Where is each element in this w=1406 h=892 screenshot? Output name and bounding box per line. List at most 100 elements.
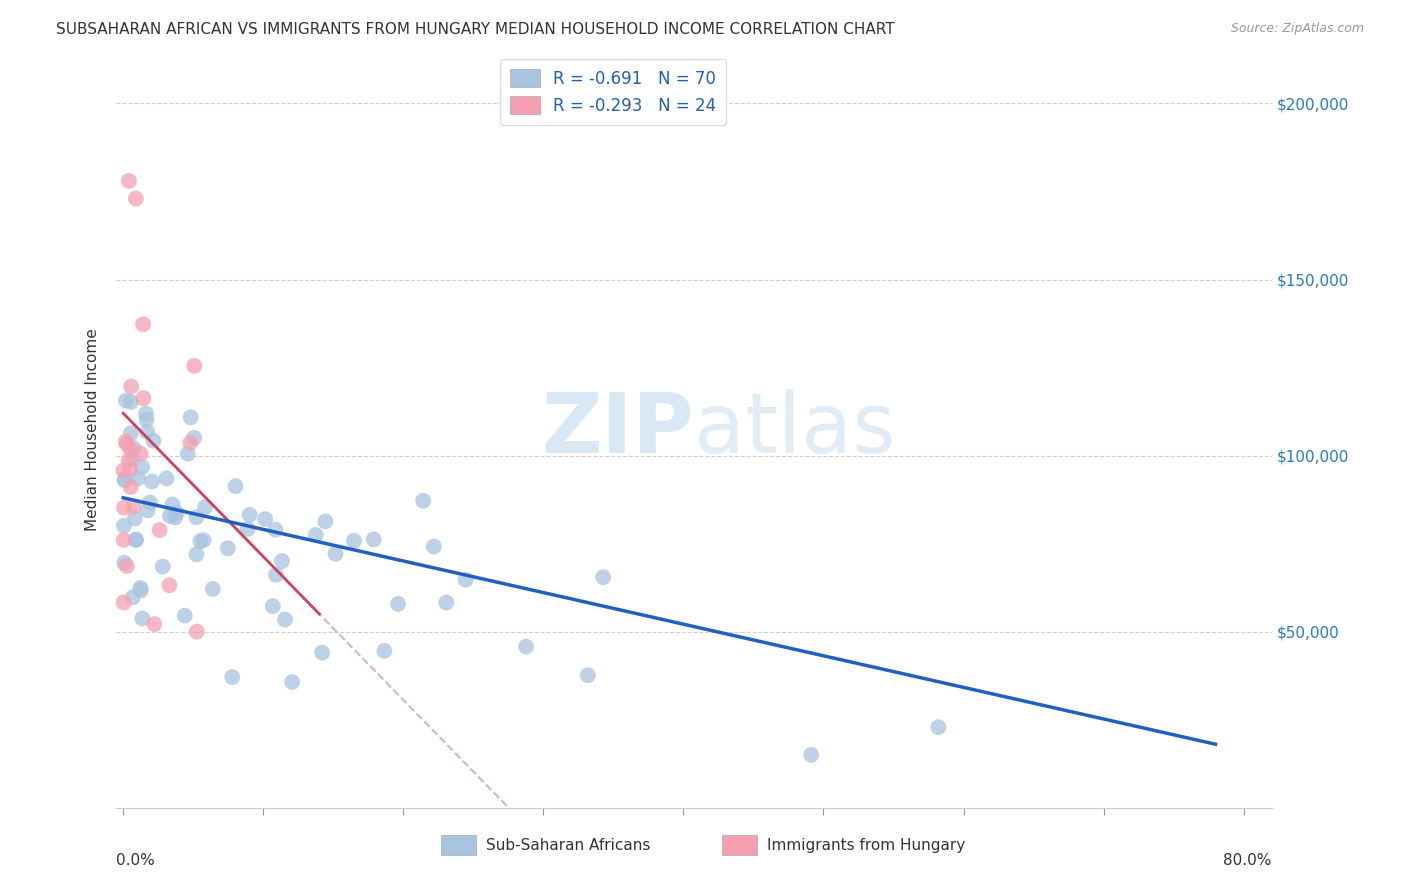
Point bbox=[114, 473, 136, 487]
Point bbox=[120, 480, 142, 494]
Point bbox=[454, 573, 477, 587]
Text: ZIP: ZIP bbox=[541, 389, 695, 470]
Point bbox=[576, 668, 599, 682]
Point bbox=[157, 578, 180, 592]
Point bbox=[122, 441, 145, 455]
Point bbox=[515, 640, 537, 654]
Point bbox=[135, 407, 157, 421]
Point bbox=[281, 675, 304, 690]
Point bbox=[121, 591, 143, 605]
Point bbox=[125, 533, 148, 547]
Text: 0.0%: 0.0% bbox=[117, 853, 155, 868]
Point bbox=[239, 508, 262, 522]
Point bbox=[135, 425, 157, 439]
Point bbox=[118, 174, 141, 188]
Point bbox=[152, 559, 174, 574]
Text: atlas: atlas bbox=[695, 389, 896, 470]
Legend: R = -0.691   N = 70, R = -0.293   N = 24: R = -0.691 N = 70, R = -0.293 N = 24 bbox=[499, 59, 727, 125]
Point bbox=[186, 624, 208, 639]
Point bbox=[115, 393, 138, 408]
Text: Sub-Saharan Africans: Sub-Saharan Africans bbox=[486, 838, 650, 853]
Point bbox=[136, 503, 159, 517]
Point bbox=[186, 510, 208, 524]
Point bbox=[122, 500, 145, 514]
Point bbox=[120, 395, 142, 409]
Point bbox=[120, 426, 142, 441]
Point bbox=[112, 595, 135, 609]
Text: Source: ZipAtlas.com: Source: ZipAtlas.com bbox=[1230, 22, 1364, 36]
Point bbox=[121, 451, 143, 466]
Point bbox=[193, 533, 215, 548]
Point bbox=[112, 464, 135, 478]
Point bbox=[262, 599, 284, 614]
Point bbox=[363, 533, 385, 547]
Point bbox=[131, 611, 153, 625]
Point bbox=[112, 556, 135, 570]
Point bbox=[115, 437, 138, 451]
Point bbox=[115, 559, 138, 574]
Point bbox=[423, 540, 446, 554]
Point bbox=[139, 495, 162, 509]
Point bbox=[125, 192, 148, 206]
Point bbox=[592, 570, 614, 584]
Point bbox=[112, 533, 135, 547]
Text: Immigrants from Hungary: Immigrants from Hungary bbox=[768, 838, 966, 853]
Point bbox=[124, 511, 146, 525]
Point bbox=[800, 747, 823, 762]
Point bbox=[225, 479, 247, 493]
Point bbox=[180, 410, 202, 425]
Point bbox=[142, 434, 165, 448]
Point bbox=[165, 510, 187, 524]
Point bbox=[434, 595, 457, 609]
Point bbox=[201, 582, 224, 596]
Point bbox=[173, 608, 195, 623]
Point bbox=[127, 471, 149, 485]
Point bbox=[387, 597, 409, 611]
Point bbox=[112, 500, 135, 515]
Point bbox=[129, 581, 152, 595]
Point bbox=[183, 431, 205, 445]
Point bbox=[264, 567, 287, 582]
Point bbox=[149, 523, 172, 537]
Point bbox=[118, 462, 141, 476]
Point bbox=[120, 379, 142, 393]
Point bbox=[159, 508, 181, 523]
Point bbox=[125, 533, 148, 547]
Point bbox=[117, 453, 139, 467]
Point bbox=[194, 500, 217, 515]
Point bbox=[162, 498, 184, 512]
Point bbox=[131, 460, 153, 475]
Point bbox=[314, 514, 336, 528]
Point bbox=[141, 475, 163, 489]
Point bbox=[155, 471, 177, 485]
Text: SUBSAHARAN AFRICAN VS IMMIGRANTS FROM HUNGARY MEDIAN HOUSEHOLD INCOME CORRELATIO: SUBSAHARAN AFRICAN VS IMMIGRANTS FROM HU… bbox=[56, 22, 894, 37]
Text: 80.0%: 80.0% bbox=[1223, 853, 1271, 868]
Point bbox=[190, 534, 212, 549]
Point bbox=[311, 646, 333, 660]
Point bbox=[373, 644, 395, 658]
Point bbox=[304, 528, 326, 542]
Point bbox=[343, 533, 366, 548]
Point bbox=[114, 472, 136, 486]
Point bbox=[143, 617, 166, 632]
Point bbox=[112, 518, 135, 533]
Point bbox=[135, 412, 157, 426]
Point bbox=[177, 447, 200, 461]
Point bbox=[412, 493, 434, 508]
Point bbox=[120, 442, 142, 457]
Point bbox=[217, 541, 239, 556]
Point bbox=[264, 523, 287, 537]
Point bbox=[254, 512, 277, 526]
Point bbox=[183, 359, 205, 373]
Point bbox=[325, 547, 347, 561]
Point bbox=[236, 522, 259, 536]
Point bbox=[927, 720, 949, 734]
Point bbox=[132, 391, 155, 405]
Point bbox=[186, 547, 208, 561]
Point bbox=[271, 554, 294, 568]
Point bbox=[179, 435, 201, 450]
Point bbox=[129, 583, 152, 598]
Point bbox=[166, 506, 188, 520]
Point bbox=[132, 318, 155, 332]
Point bbox=[129, 447, 152, 461]
